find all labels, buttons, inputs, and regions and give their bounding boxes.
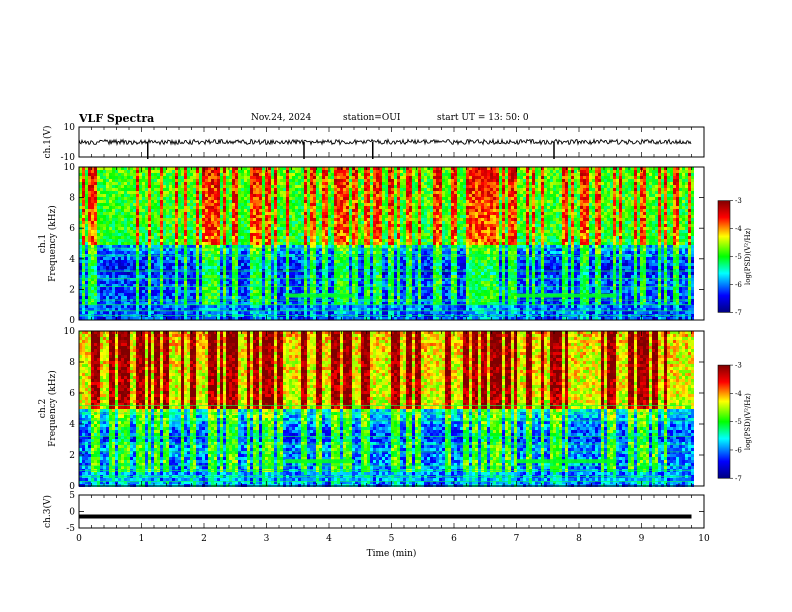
s2-emission-0 <box>285 459 354 464</box>
w1-y-tick-label: 10 <box>64 123 76 133</box>
s1-cb-tick-label: -4 <box>735 225 742 233</box>
x-axis-label: Time (min) <box>367 548 417 559</box>
s1-y-tick-label: 10 <box>64 163 76 173</box>
s1-heatmap <box>79 167 694 320</box>
s1-cb-tick-label: -3 <box>735 197 742 205</box>
s1-y-tick-label: 4 <box>69 255 75 265</box>
s1-ylabel: Frequency (kHz) <box>47 205 58 282</box>
s2-cb-label: log(PSD)(V²/Hz) <box>744 393 752 450</box>
s2-cb-tick-label: -3 <box>735 362 742 370</box>
chart-title: VLF Spectra <box>79 112 154 125</box>
date-label: Nov.24, 2024 <box>251 113 311 123</box>
s2-ylabel: ch.2 <box>38 399 48 418</box>
s2-y-tick-label: 4 <box>69 420 75 430</box>
w1-ylabel: ch.1(V) <box>42 126 53 159</box>
x-tick-label: 9 <box>639 534 645 544</box>
s2-y-tick-label: 8 <box>69 358 75 368</box>
x-tick-label: 2 <box>201 534 207 544</box>
s1-emission-0 <box>285 293 354 298</box>
s1-cb-tick-label: -7 <box>735 309 742 317</box>
panels-layer <box>78 137 694 519</box>
x-tick-label: 0 <box>76 534 82 544</box>
w3-y-tick-label: 0 <box>69 508 75 518</box>
s2-y-tick-label: 10 <box>64 327 76 337</box>
s1-cb-label: log(PSD)(V²/Hz) <box>744 228 752 285</box>
s1-y-tick-label: 6 <box>69 224 75 234</box>
s1-cb-tick-label: -5 <box>735 253 742 261</box>
w3-y-tick-label: -5 <box>66 524 75 534</box>
s2-ylabel: Frequency (kHz) <box>47 370 58 447</box>
s1-y-tick-label: 8 <box>69 194 75 204</box>
s2-y-tick-label: 2 <box>69 451 75 461</box>
w1-y-tick-label: -10 <box>61 153 76 163</box>
s2-y-tick-label: 6 <box>69 389 75 399</box>
s1-cb-tick-label: -6 <box>735 281 742 289</box>
x-tick-label: 1 <box>139 534 145 544</box>
w3-ylabel: ch.3(V) <box>42 495 53 528</box>
s2-y-tick-label: 0 <box>69 482 75 492</box>
s2-cb-tick-label: -5 <box>735 418 742 426</box>
ch1-trace <box>78 137 692 147</box>
x-tick-label: 10 <box>698 534 710 544</box>
x-tick-label: 6 <box>451 534 457 544</box>
s2-colorbar <box>717 364 731 479</box>
s2-cb-tick-label: -4 <box>735 390 742 398</box>
station-label: station=OUI <box>343 113 400 123</box>
s1-emission-1 <box>516 293 617 298</box>
x-tick-label: 4 <box>326 534 332 544</box>
s1-colorbar <box>717 200 731 313</box>
s2-cb-tick-label: -6 <box>735 446 742 454</box>
s2-cb-tick-label: -7 <box>735 475 742 483</box>
start-time-label: start UT = 13: 50: 0 <box>437 113 529 123</box>
w3-y-tick-label: 5 <box>69 491 75 501</box>
x-tick-label: 7 <box>514 534 520 544</box>
s1-ylabel: ch.1 <box>38 234 48 253</box>
axes-layer <box>78 126 733 529</box>
x-tick-label: 5 <box>389 534 395 544</box>
s2-heatmap <box>79 331 694 487</box>
s2-emission-1 <box>516 459 617 464</box>
x-tick-label: 8 <box>576 534 582 544</box>
s1-y-tick-label: 2 <box>69 285 75 295</box>
x-tick-label: 3 <box>264 534 270 544</box>
s1-y-tick-label: 0 <box>69 316 75 326</box>
